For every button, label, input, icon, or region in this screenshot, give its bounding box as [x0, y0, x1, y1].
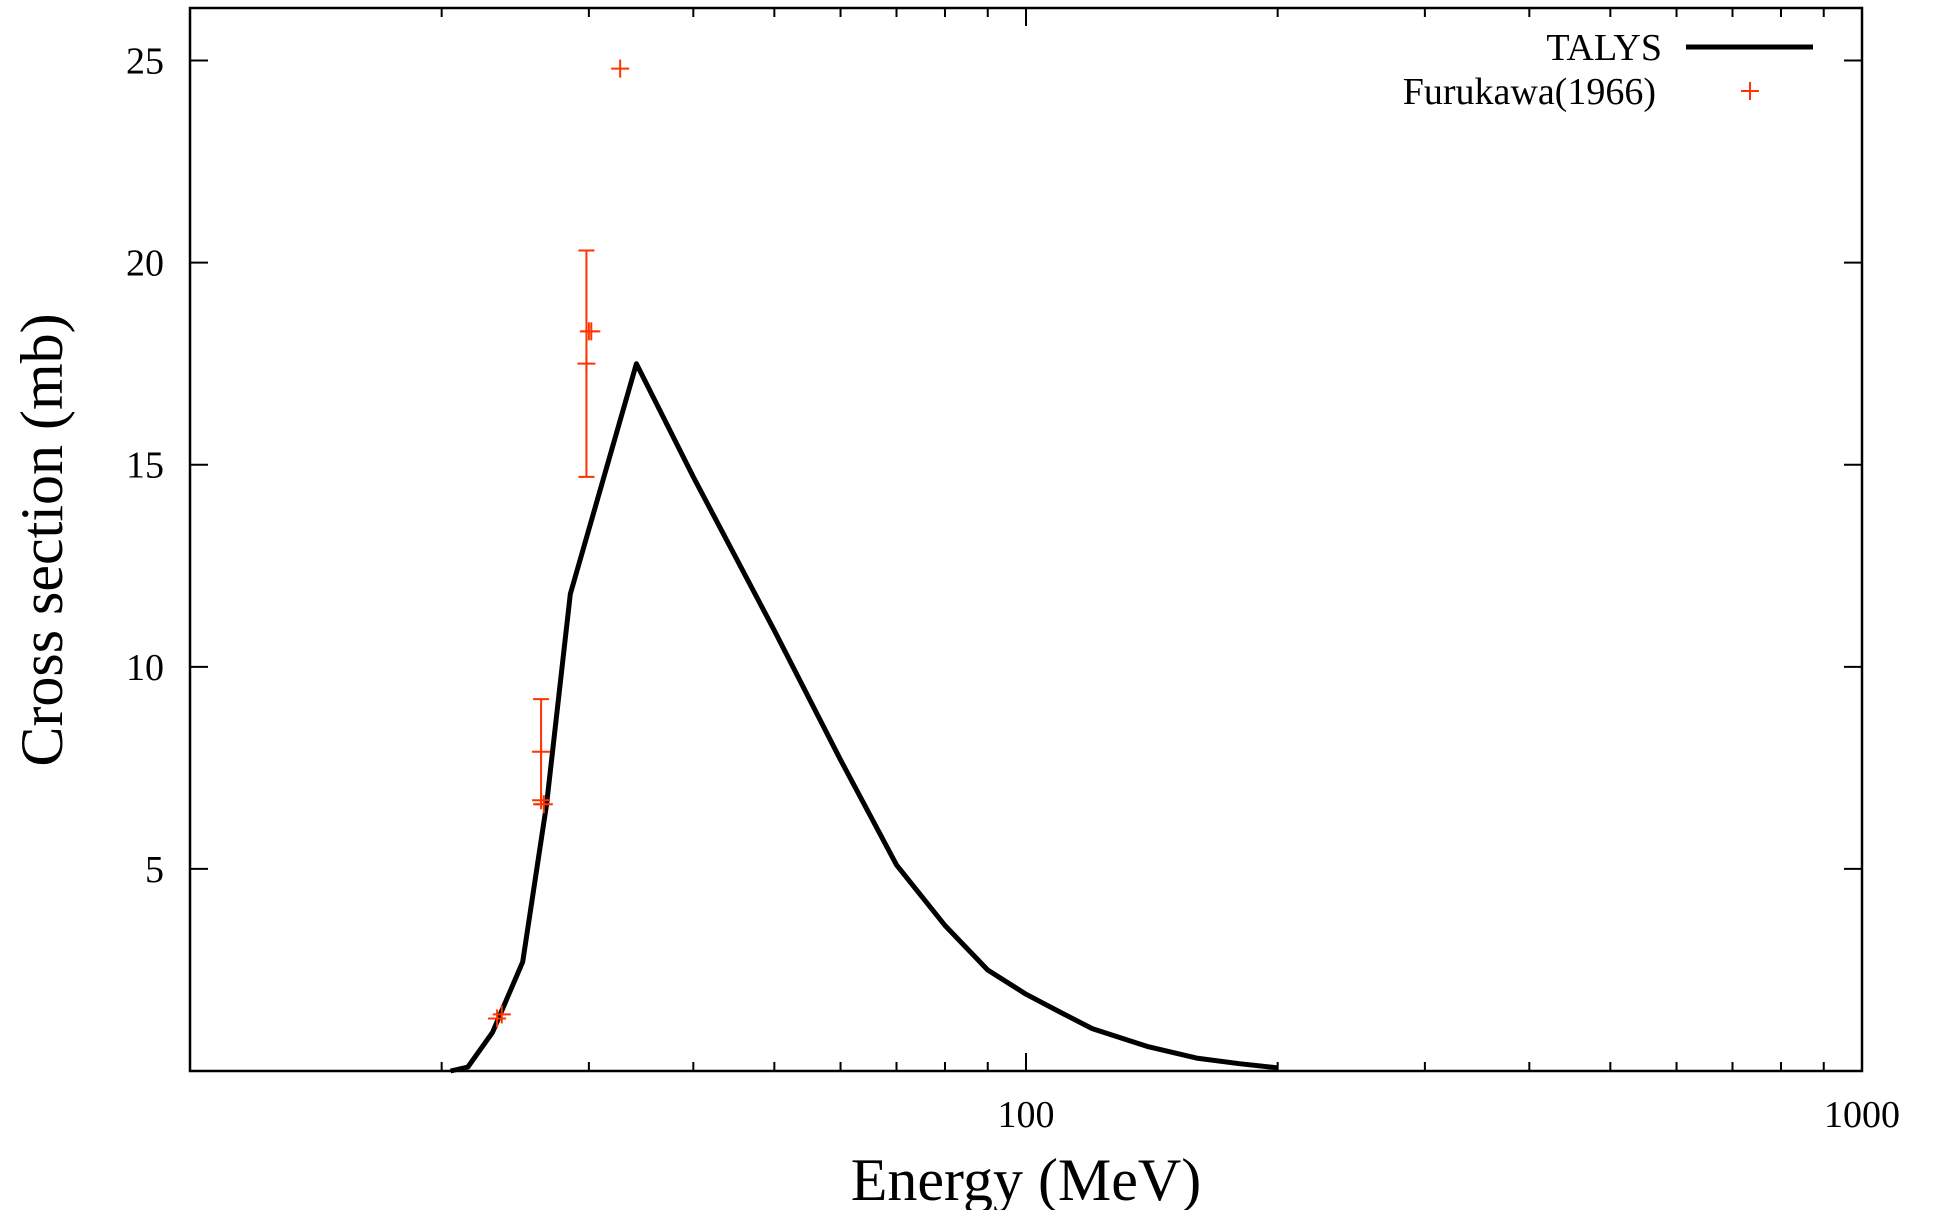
furukawa-point [582, 322, 601, 341]
x-tick-label: 100 [998, 1094, 1055, 1136]
furukawa-point [577, 249, 596, 478]
furukawa-point [488, 1009, 507, 1028]
x-tick-label: 1000 [1824, 1094, 1900, 1136]
furukawa-point [492, 1005, 511, 1024]
furukawa-point [611, 59, 630, 78]
furukawa-point [532, 791, 551, 810]
legend-label-talys: TALYS [1546, 27, 1662, 69]
y-tick-label: 5 [145, 849, 164, 891]
y-tick-label: 15 [126, 445, 164, 487]
y-tick-label: 20 [126, 243, 164, 285]
y-tick-label: 10 [126, 647, 164, 689]
y-tick-label: 25 [126, 41, 164, 83]
y-axis-title: Cross section (mb) [9, 313, 75, 766]
legend: TALYS Furukawa(1966) [1403, 27, 1813, 113]
legend-label-furukawa: Furukawa(1966) [1403, 71, 1656, 113]
plot-frame [188, 6, 1864, 1073]
x-axis-title: Energy (MeV) [851, 1147, 1201, 1210]
legend-swatch-furukawa [1741, 82, 1759, 100]
talys-line [450, 361, 1278, 1074]
furukawa-point [534, 795, 553, 814]
